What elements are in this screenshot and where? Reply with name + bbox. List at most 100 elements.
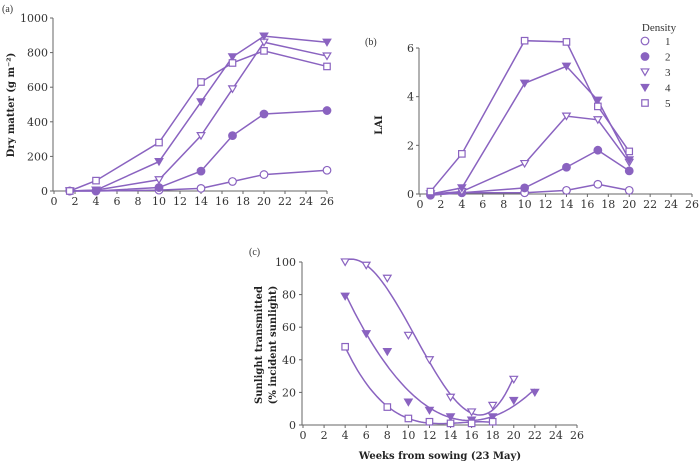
data-point-b-5 xyxy=(625,147,634,156)
x-tick-label-b: 10 xyxy=(518,198,532,211)
data-point-b-2 xyxy=(520,183,530,193)
data-point-c-3 xyxy=(403,331,414,340)
data-point-c-5 xyxy=(383,403,392,411)
legend-marker-1 xyxy=(640,36,650,46)
data-point-b-4 xyxy=(519,79,530,88)
data-point-c-3 xyxy=(361,261,372,270)
data-point-c-4 xyxy=(508,396,519,406)
x-tick-label-a: 10 xyxy=(152,195,166,208)
data-point-a-3 xyxy=(227,85,238,94)
data-point-a-5 xyxy=(92,176,100,185)
series-line-b-3 xyxy=(430,115,630,195)
y-tick-label-c: 60 xyxy=(282,321,296,334)
x-tick-label-c: 24 xyxy=(549,429,563,442)
series-c-density-3 xyxy=(340,258,519,417)
data-point-c-5 xyxy=(404,414,413,423)
x-tick-label-b: 2 xyxy=(437,198,444,211)
data-point-a-1 xyxy=(196,184,206,193)
data-point-b-4 xyxy=(592,96,603,105)
data-point-c-5 xyxy=(467,419,476,428)
legend-label-5: 5 xyxy=(665,98,671,110)
data-point-a-2 xyxy=(259,109,269,119)
data-point-b-5 xyxy=(520,36,529,45)
y-tick-label-a: 600 xyxy=(27,81,48,94)
data-point-b-1 xyxy=(593,179,603,189)
data-point-c-3 xyxy=(466,408,477,417)
data-point-b-2 xyxy=(593,145,603,155)
y-tick-label-c: 80 xyxy=(282,289,296,302)
x-tick-label-a: 20 xyxy=(257,195,271,208)
x-tick-label-c: 0 xyxy=(300,429,307,442)
series-line-b-2 xyxy=(430,149,630,196)
data-point-a-1 xyxy=(322,165,332,175)
data-point-b-4 xyxy=(561,62,572,71)
data-point-c-3 xyxy=(445,393,456,402)
y-tick-label-a: 800 xyxy=(27,47,48,60)
data-point-a-1 xyxy=(228,177,237,186)
chart-c: (c) Sunlight transmitted (% incident sun… xyxy=(249,247,584,462)
chart-a: (a) Dry matter (g m⁻²) 0 2 4 6 8 10 12 14 16 18 20… xyxy=(2,4,334,208)
y-tick-label-a: 0 xyxy=(41,185,48,198)
x-tick-label-b: 16 xyxy=(580,198,594,211)
y-tick-label-c: 0 xyxy=(289,419,296,432)
data-point-b-3 xyxy=(592,116,603,125)
legend-marker-3 xyxy=(640,68,650,77)
data-point-c-3 xyxy=(382,274,393,283)
y-tick-label-a: 200 xyxy=(27,150,48,163)
series-line-a-2 xyxy=(69,109,328,192)
x-tick-label-b: 0 xyxy=(417,198,424,211)
series-c-density-4 xyxy=(340,292,540,425)
y-tick-label-c: 40 xyxy=(282,354,296,367)
data-point-b-3 xyxy=(561,112,572,121)
series-line-b-4 xyxy=(430,65,630,195)
y-tick-label-a: 1000 xyxy=(20,12,48,25)
series-b-density-2 xyxy=(426,145,634,200)
x-tick-label-a: 8 xyxy=(135,195,142,208)
series-a-density-4 xyxy=(64,32,332,196)
data-point-c-4 xyxy=(487,413,498,422)
fit-curve-c-4 xyxy=(344,293,536,422)
data-point-a-4 xyxy=(154,157,164,167)
panel-label-c: (c) xyxy=(249,247,260,258)
series-line-b-5 xyxy=(429,39,630,193)
x-tick-label-c: 2 xyxy=(321,429,328,442)
data-point-c-5 xyxy=(341,342,349,351)
data-point-a-4 xyxy=(227,53,238,62)
y-tick-label-c: 100 xyxy=(275,256,296,269)
x-tick-label-b: 6 xyxy=(479,198,486,211)
data-point-b-3 xyxy=(519,159,530,169)
data-point-c-5 xyxy=(425,417,434,426)
y-axis-subtitle-c: (% incident sunlight) xyxy=(268,286,279,405)
y-axis-title-a: Dry matter (g m⁻²) xyxy=(6,53,17,158)
data-point-b-2 xyxy=(624,166,634,176)
x-tick-label-b: 22 xyxy=(643,198,657,211)
x-tick-label-b: 14 xyxy=(559,198,573,211)
x-tick-label-b: 24 xyxy=(664,198,678,211)
x-tick-label-a: 14 xyxy=(194,195,208,208)
x-tick-label-a: 22 xyxy=(278,195,292,208)
x-tick-label-a: 2 xyxy=(72,195,79,208)
x-tick-label-c: 12 xyxy=(422,429,436,442)
data-point-c-3 xyxy=(340,258,351,267)
data-point-a-3 xyxy=(154,176,164,185)
x-tick-label-c: 16 xyxy=(465,429,479,442)
x-tick-label-c: 14 xyxy=(444,429,458,442)
data-point-c-3 xyxy=(424,356,435,365)
x-tick-label-a: 0 xyxy=(51,195,58,208)
data-point-a-4 xyxy=(196,98,206,107)
x-tick-label-a: 16 xyxy=(215,195,229,208)
data-point-a-2 xyxy=(322,106,332,115)
series-b-density-5 xyxy=(426,36,634,196)
x-tick-label-b: 12 xyxy=(539,198,553,211)
x-tick-label-b: 26 xyxy=(685,198,699,211)
data-point-a-5 xyxy=(260,47,268,55)
data-point-a-4 xyxy=(91,186,101,195)
y-axis-title-c: Sunlight transmitted xyxy=(254,286,265,404)
data-point-b-1 xyxy=(562,185,571,195)
data-point-c-4 xyxy=(361,330,372,339)
data-point-a-5 xyxy=(228,59,237,67)
legend-marker-5 xyxy=(641,99,649,107)
x-tick-label-a: 24 xyxy=(299,195,313,208)
x-tick-label-b: 8 xyxy=(500,198,507,211)
